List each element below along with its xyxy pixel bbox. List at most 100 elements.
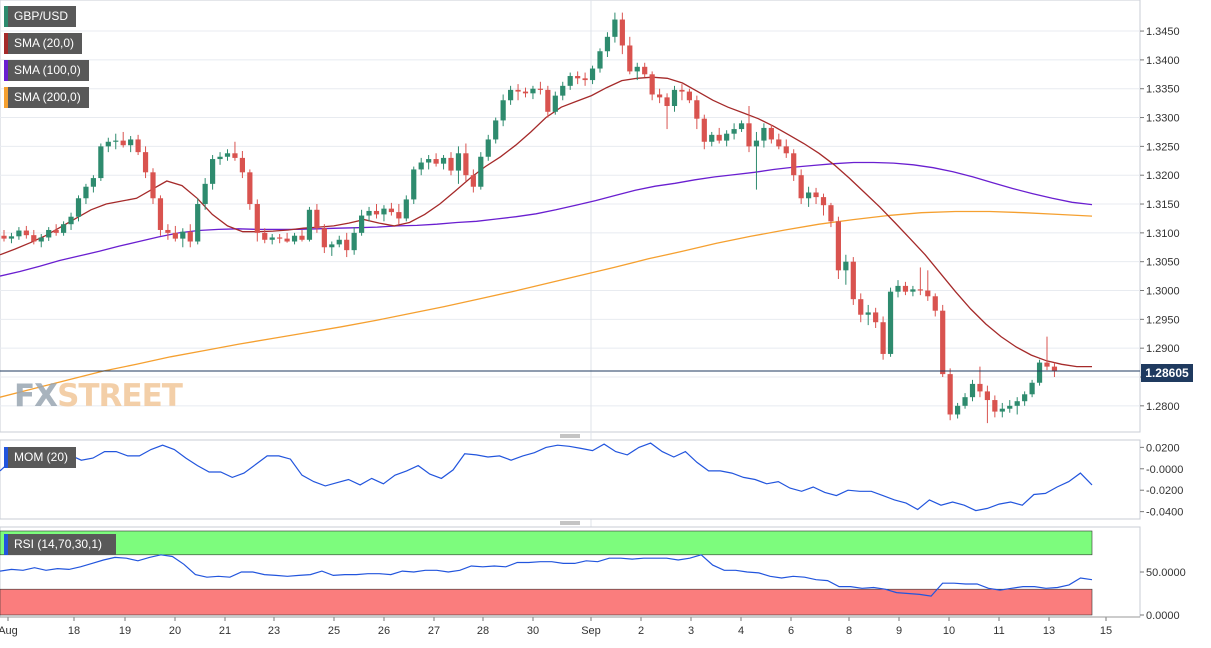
- candle-body: [262, 232, 268, 240]
- candle: [508, 85, 514, 105]
- candle-body: [299, 235, 305, 240]
- candle-body: [716, 134, 722, 141]
- candle-body: [210, 159, 216, 184]
- candle-body: [120, 140, 126, 146]
- candle-body: [686, 91, 692, 101]
- candle: [575, 71, 581, 85]
- candle-body: [500, 100, 506, 121]
- candle-body: [83, 186, 89, 199]
- candle: [686, 88, 692, 104]
- x-tick-label: 28: [477, 625, 489, 637]
- candle-body: [932, 296, 938, 311]
- candle-body: [232, 153, 238, 158]
- candle-body: [284, 238, 290, 242]
- legend-rsi[interactable]: RSI (14,70,30,1): [4, 534, 116, 555]
- legend-sma200-label: SMA (200,0): [14, 90, 81, 104]
- candle: [701, 114, 707, 150]
- candle: [359, 209, 365, 236]
- legend-mom[interactable]: MOM (20): [4, 447, 76, 468]
- candle: [612, 12, 618, 43]
- candle: [858, 293, 864, 323]
- legend-sma20[interactable]: SMA (20,0): [4, 33, 83, 54]
- x-tick-label: 13: [1043, 625, 1055, 637]
- candle-body: [895, 285, 901, 292]
- last-price-tag: 1.28605: [1141, 364, 1193, 382]
- candle: [68, 212, 74, 230]
- mom-resize-handle[interactable]: [560, 434, 580, 438]
- candle-body: [969, 383, 976, 398]
- candle-body: [604, 36, 611, 52]
- candle: [98, 143, 104, 181]
- legend-sma100-label: SMA (100,0): [14, 63, 81, 77]
- candle-body: [977, 383, 983, 392]
- legend-sma100[interactable]: SMA (100,0): [4, 60, 89, 81]
- candle: [90, 175, 96, 193]
- candle-body: [269, 237, 275, 240]
- legend-sma200[interactable]: SMA (200,0): [4, 87, 89, 108]
- legend-symbol[interactable]: GBP/USD: [4, 6, 77, 27]
- candle-body: [426, 159, 432, 163]
- candle-body: [664, 97, 670, 107]
- candle: [627, 36, 633, 75]
- candle-body: [806, 192, 812, 199]
- candle: [791, 149, 797, 181]
- candle: [634, 62, 640, 81]
- price-tick-label: 1.3250: [1146, 141, 1180, 153]
- candle: [940, 304, 946, 377]
- candle-body: [485, 139, 491, 157]
- candle-body: [195, 204, 201, 242]
- candle-body: [433, 159, 439, 164]
- candle: [247, 169, 253, 210]
- candle: [8, 232, 15, 244]
- candle: [1051, 362, 1058, 377]
- x-tick-label: 18: [68, 625, 80, 637]
- candle: [649, 71, 655, 101]
- candle: [873, 307, 879, 328]
- candle-body: [68, 216, 74, 225]
- candle-body: [858, 299, 864, 315]
- candle-body: [366, 210, 372, 216]
- candle-body: [582, 78, 588, 81]
- candle-body: [589, 68, 596, 81]
- candle-body: [202, 183, 208, 205]
- candle: [560, 81, 566, 101]
- candle: [180, 228, 186, 248]
- candle: [455, 146, 462, 184]
- candle: [1, 229, 7, 242]
- candle: [955, 402, 961, 419]
- candle-body: [962, 397, 968, 406]
- candle-body: [530, 88, 536, 94]
- candle-body: [634, 66, 640, 72]
- rsi-overbought-zone: [0, 530, 1093, 556]
- candle-body: [798, 175, 804, 199]
- candle: [716, 127, 722, 144]
- legend-sma20-label: SMA (20,0): [14, 36, 75, 50]
- rsi-resize-handle[interactable]: [560, 521, 580, 525]
- candle: [254, 199, 260, 242]
- mom-tick-label: -0.0400: [1146, 507, 1183, 519]
- candle-body: [448, 157, 454, 171]
- candle-body: [761, 127, 767, 141]
- candle: [783, 139, 789, 158]
- candle: [202, 178, 208, 210]
- candle-body: [165, 229, 171, 233]
- candle-body: [53, 229, 59, 233]
- candle-body: [418, 162, 424, 170]
- candle-body: [560, 85, 566, 96]
- candle-body: [217, 156, 223, 160]
- candle-body: [783, 146, 789, 154]
- candle: [426, 155, 432, 170]
- rsi-line: [0, 554, 1093, 597]
- candle-body: [329, 244, 335, 248]
- candle: [135, 134, 141, 156]
- candle-body: [880, 322, 886, 354]
- candle: [1007, 400, 1013, 413]
- candle: [865, 304, 871, 326]
- candle-body: [455, 153, 462, 171]
- candle: [478, 152, 484, 190]
- candle-body: [90, 178, 96, 187]
- candle-body: [746, 123, 752, 147]
- candle-body: [1036, 362, 1043, 383]
- candle-body: [917, 289, 923, 291]
- candle: [724, 130, 730, 147]
